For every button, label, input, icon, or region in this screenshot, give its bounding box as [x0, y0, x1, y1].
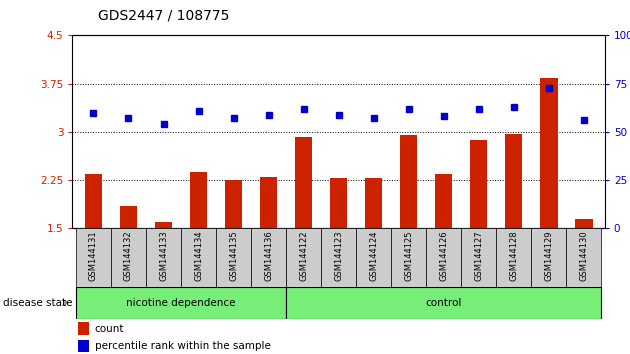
Bar — [356, 228, 391, 287]
Bar — [260, 177, 277, 228]
Text: GSM144132: GSM144132 — [124, 230, 133, 281]
Text: GSM144126: GSM144126 — [439, 230, 448, 281]
Text: GSM144122: GSM144122 — [299, 230, 308, 281]
Bar — [435, 174, 452, 228]
Bar — [190, 172, 207, 228]
Text: count: count — [94, 324, 124, 333]
Bar — [496, 228, 531, 287]
Bar — [84, 174, 102, 228]
Bar — [155, 222, 172, 228]
Text: GSM144133: GSM144133 — [159, 230, 168, 281]
Text: GSM144123: GSM144123 — [334, 230, 343, 281]
Bar — [321, 228, 356, 287]
Bar — [365, 178, 382, 228]
Bar — [566, 228, 601, 287]
Text: GSM144124: GSM144124 — [369, 230, 378, 281]
Text: disease state: disease state — [3, 298, 72, 308]
Text: percentile rank within the sample: percentile rank within the sample — [94, 341, 270, 351]
Bar — [77, 322, 89, 335]
Bar — [146, 228, 181, 287]
Bar — [540, 79, 558, 228]
Text: GSM144135: GSM144135 — [229, 230, 238, 281]
Bar — [216, 228, 251, 287]
Text: GSM144125: GSM144125 — [404, 230, 413, 281]
Text: GSM144130: GSM144130 — [580, 230, 588, 281]
Bar — [505, 134, 522, 228]
Bar — [77, 340, 89, 352]
Bar — [461, 228, 496, 287]
Bar — [286, 228, 321, 287]
Text: GSM144136: GSM144136 — [264, 230, 273, 281]
Bar — [181, 228, 216, 287]
Bar — [225, 180, 243, 228]
Bar — [120, 206, 137, 228]
Text: nicotine dependence: nicotine dependence — [126, 298, 236, 308]
Text: GSM144128: GSM144128 — [509, 230, 518, 281]
Bar — [426, 228, 461, 287]
Bar — [76, 287, 286, 319]
Text: GSM144127: GSM144127 — [474, 230, 483, 281]
Bar — [111, 228, 146, 287]
Bar — [76, 228, 111, 287]
Bar — [330, 178, 347, 228]
Text: GSM144131: GSM144131 — [89, 230, 98, 281]
Text: GSM144129: GSM144129 — [544, 230, 553, 281]
Text: control: control — [425, 298, 462, 308]
Text: GDS2447 / 108775: GDS2447 / 108775 — [98, 9, 229, 23]
Bar — [575, 219, 593, 228]
Bar — [295, 137, 312, 228]
Bar — [470, 139, 488, 228]
Bar — [286, 287, 601, 319]
Text: GSM144134: GSM144134 — [194, 230, 203, 281]
Bar — [531, 228, 566, 287]
Bar — [400, 135, 418, 228]
Bar — [391, 228, 426, 287]
Bar — [251, 228, 286, 287]
